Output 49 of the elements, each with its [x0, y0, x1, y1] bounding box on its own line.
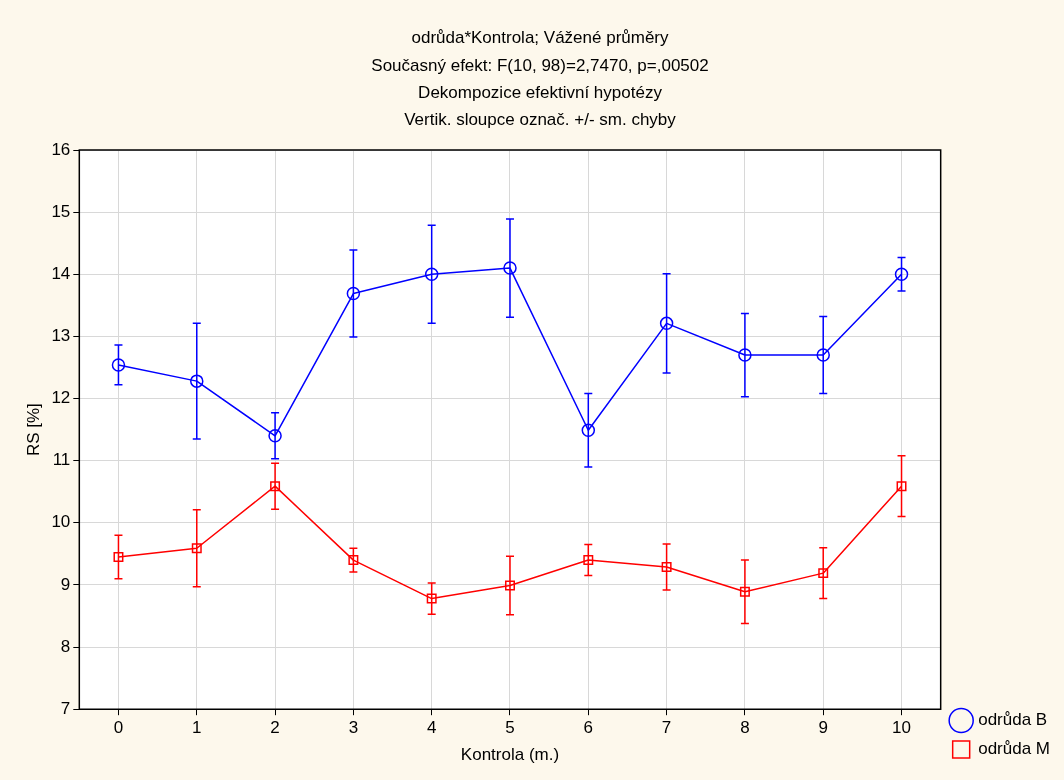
x-tick-label: 4: [426, 718, 437, 738]
y-tick-label: 13: [51, 326, 71, 346]
x-tick-label: 5: [505, 718, 515, 738]
point: [581, 423, 596, 437]
y-tick-label: 11: [52, 450, 71, 470]
point: [894, 267, 909, 282]
x-tick-label: 2: [270, 718, 280, 738]
x-tick-label: 0: [113, 718, 124, 738]
point: [818, 568, 829, 579]
point: [503, 261, 517, 275]
y-tick-label: 12: [51, 388, 71, 408]
x-tick-label: 8: [740, 718, 750, 738]
point: [505, 580, 515, 591]
point: [348, 555, 359, 566]
y-tick-label: 16: [51, 139, 71, 159]
point: [661, 561, 672, 572]
point: [268, 429, 282, 443]
point: [424, 267, 439, 282]
point: [816, 348, 830, 362]
y-tick-label: 14: [51, 263, 71, 283]
point: [270, 481, 281, 492]
y-tick-label: 8: [60, 636, 71, 656]
legend-label: odrůda B: [978, 710, 1048, 730]
y-tick-label: 10: [51, 512, 71, 532]
point: [111, 358, 126, 372]
chart-title: odrůda*Kontrola; Vážené průměry: [411, 27, 670, 47]
x-tick-label: 6: [583, 718, 594, 738]
point: [896, 481, 907, 492]
point: [739, 586, 750, 597]
x-tick-label: 9: [818, 718, 828, 738]
y-axis-title: RS [%]: [23, 403, 43, 457]
x-tick-label: 3: [348, 718, 359, 738]
x-axis-title: Kontrola (m.): [460, 745, 560, 765]
chart-subtitle: Současný efekt: F(10, 98)=2,7470, p=,00502 Dekompozice efektivní hypotézy Vertik. sloupce označ. +/- sm. chyby: [371, 55, 709, 130]
y-tick-label: 9: [60, 574, 71, 594]
point: [583, 555, 594, 566]
y-tick-label: 7: [60, 698, 71, 718]
y-tick-label: 15: [51, 201, 71, 221]
point: [426, 593, 437, 604]
point: [190, 374, 204, 388]
point: [659, 316, 674, 331]
x-tick-label: 1: [192, 718, 202, 738]
point: [346, 286, 361, 301]
x-tick-label: 7: [661, 718, 672, 738]
legend-label: odrůda M: [978, 739, 1051, 759]
point: [113, 551, 124, 562]
point: [738, 348, 752, 362]
x-tick-label: 10: [892, 718, 911, 738]
point: [191, 543, 202, 554]
